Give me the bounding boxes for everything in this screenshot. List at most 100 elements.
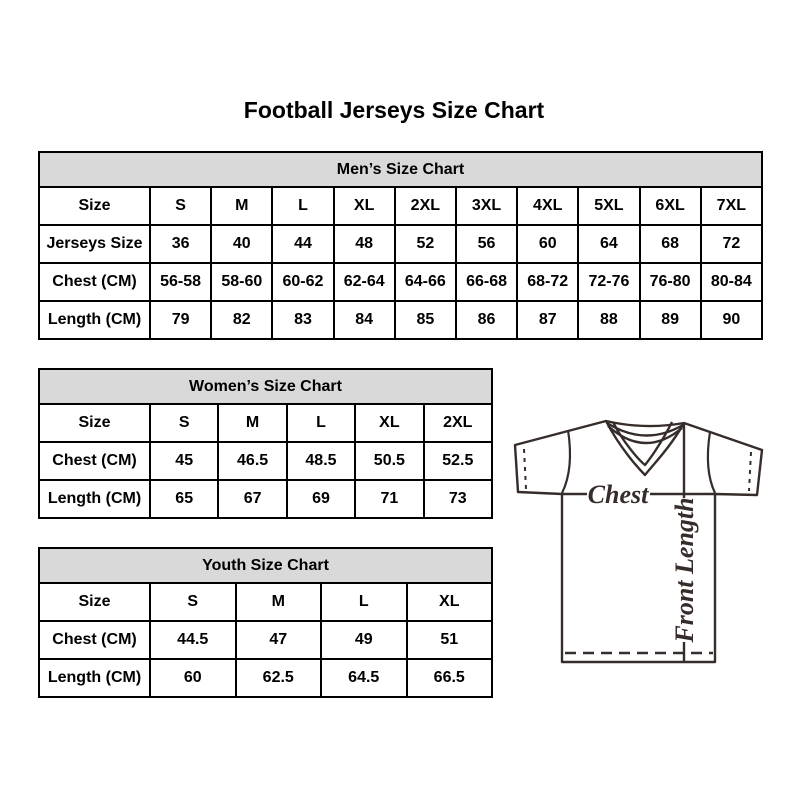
cell: L [320,582,408,622]
cell: 88 [577,300,641,340]
youth-table-title: Youth Size Chart [38,547,493,584]
cell: 60 [516,224,580,264]
cell: 40 [210,224,274,264]
cell: 56-58 [148,262,213,302]
cell: 45 [148,441,220,481]
cell: 52 [393,224,457,264]
cell: 51 [405,620,493,660]
cell: 50.5 [354,441,425,481]
cell: 7XL [699,186,764,226]
cell: 71 [354,479,425,519]
cell: S [149,582,237,622]
cell: 58-60 [210,262,274,302]
womens-table-title: Women’s Size Chart [38,368,493,405]
cell: XL [354,403,425,443]
cell: 82 [210,300,274,340]
right-cuff-dashed-line [748,451,752,492]
cell: 65 [148,479,220,519]
table-row: Chest (CM) 45 46.5 48.5 50.5 52.5 [38,441,494,481]
table-row: Jerseys Size 36 40 44 48 52 56 60 64 68 … [38,224,764,264]
cell: 66-68 [454,262,519,302]
cell: 66.5 [405,658,493,698]
cell: 72 [699,224,764,264]
cell: 84 [332,300,396,340]
cell: 49 [320,620,408,660]
cell: 64.5 [320,658,408,698]
cell: M [210,186,274,226]
cell: 44 [271,224,335,264]
cell: L [271,186,335,226]
cell: 73 [422,479,494,519]
table-row: Length (CM) 60 62.5 64.5 66.5 [38,658,493,698]
cell: 87 [516,300,580,340]
cell: 68 [638,224,702,264]
youth-size-chart-table: Youth Size Chart Size S M L XL Chest (CM… [38,547,493,698]
cell: M [234,582,322,622]
row-label: Length (CM) [38,658,151,698]
table-title-row: Youth Size Chart [38,547,493,584]
vneck-outer [604,420,686,477]
cell: 68-72 [516,262,580,302]
cell: XL [332,186,396,226]
cell: 62-64 [332,262,396,302]
collar-curve-2 [607,425,683,445]
cell: 48 [332,224,396,264]
row-label: Size [38,582,151,622]
table-title-row: Men’s Size Chart [38,151,763,188]
cell: 36 [148,224,213,264]
cell: 44.5 [149,620,237,660]
cell: M [217,403,288,443]
cell: 80-84 [699,262,764,302]
cell: 69 [285,479,357,519]
cell: 83 [271,300,335,340]
cell: 89 [638,300,702,340]
table-title-row: Women’s Size Chart [38,368,493,405]
front-length-label: Front Length [670,497,699,643]
cell: 86 [454,300,519,340]
cell: 56 [454,224,519,264]
cell: 2XL [422,403,494,443]
row-label: Chest (CM) [38,620,151,660]
jersey-measurement-diagram-icon: Chest Front Length [513,419,764,664]
cell: 64-66 [393,262,457,302]
cell: S [148,186,213,226]
table-row: Length (CM) 65 67 69 71 73 [38,479,494,519]
cell: 46.5 [217,441,288,481]
cell: 76-80 [638,262,702,302]
row-label: Length (CM) [38,479,151,519]
row-label: Length (CM) [38,300,151,340]
row-label: Chest (CM) [38,262,151,302]
row-label: Size [38,403,151,443]
cell: 5XL [577,186,641,226]
cell: 47 [234,620,322,660]
cell: 60 [149,658,237,698]
cell: 6XL [638,186,702,226]
left-armhole-seam [561,429,572,494]
cell: 90 [699,300,764,340]
right-armhole-seam [706,431,716,494]
cell: S [148,403,220,443]
row-label: Jerseys Size [38,224,151,264]
table-row: Size S M L XL 2XL 3XL 4XL 5XL 6XL 7XL [38,186,764,226]
cell: 2XL [393,186,457,226]
cell: 85 [393,300,457,340]
cell: 64 [577,224,641,264]
chest-label: Chest [588,480,649,509]
mens-size-chart-table: Men’s Size Chart Size S M L XL 2XL 3XL 4… [38,151,764,340]
vneck-inner [611,421,674,467]
cell: 72-76 [577,262,641,302]
left-cuff-dashed-line [523,448,527,490]
cell: 4XL [516,186,580,226]
cell: 48.5 [285,441,357,481]
cell: 52.5 [422,441,494,481]
cell: 60-62 [271,262,335,302]
womens-size-chart-table: Women’s Size Chart Size S M L XL 2XL Che… [38,368,494,519]
cell: XL [405,582,493,622]
mens-table-title: Men’s Size Chart [38,151,763,188]
page-title: Football Jerseys Size Chart [243,97,545,123]
cell: 3XL [454,186,519,226]
row-label: Chest (CM) [38,441,151,481]
table-row: Size S M L XL [38,582,493,622]
row-label: Size [38,186,151,226]
table-row: Size S M L XL 2XL [38,403,494,443]
